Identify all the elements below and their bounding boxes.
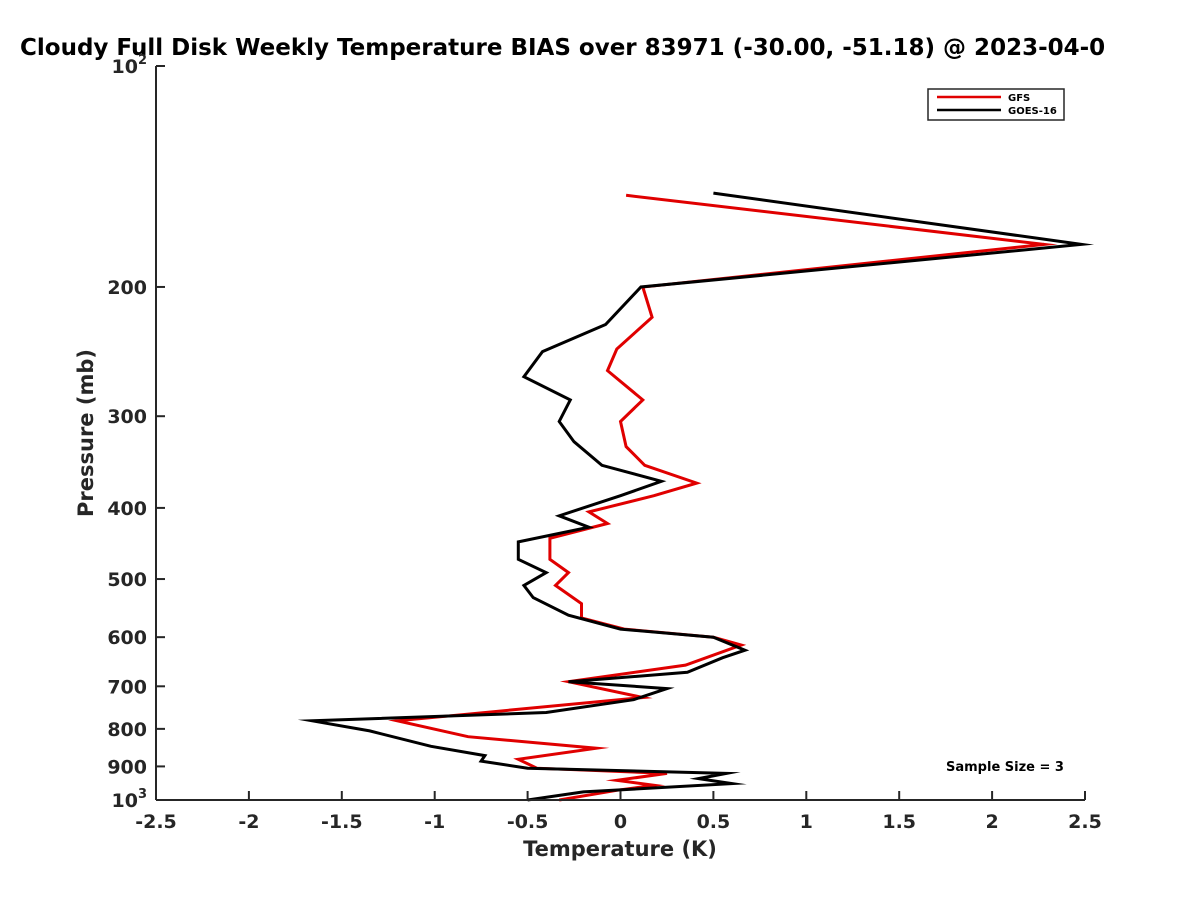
- y-tick-label: 300: [107, 406, 147, 428]
- x-tick-label: 1.5: [882, 811, 916, 833]
- x-tick-label: -2.5: [135, 811, 177, 833]
- x-tick-label: 2.5: [1068, 811, 1102, 833]
- x-axis-label: Temperature (K): [523, 837, 717, 861]
- x-tick-label: -1: [424, 811, 445, 833]
- x-tick-label: -0.5: [507, 811, 549, 833]
- x-tick-label: -2: [238, 811, 259, 833]
- series-line-goes16: [297, 191, 1095, 802]
- y-tick-label: 800: [107, 719, 147, 741]
- sample-size-annotation: Sample Size = 3: [946, 760, 1064, 775]
- x-tick-label: 1: [800, 811, 813, 833]
- y-tick-label: 400: [107, 498, 147, 520]
- y-tick-label: 900: [107, 756, 147, 778]
- y-tick-label: 600: [107, 627, 147, 649]
- x-tick-label: -1.5: [321, 811, 363, 833]
- y-tick-label: 103: [112, 787, 148, 812]
- y-tick-label: 102: [112, 53, 148, 78]
- y-tick-label: 700: [107, 676, 147, 698]
- x-tick-label: 2: [985, 811, 998, 833]
- legend-box: [927, 88, 1065, 121]
- x-tick-label: 0.5: [697, 811, 731, 833]
- x-ticks: -2.5 -2 -1.5 -1 -0.5 0 0.5 1 1.5 2 2.5: [135, 791, 1102, 833]
- y-tick-label: 500: [107, 569, 147, 591]
- y-ticks: 102 200 300 400 500 600 700 800 900 103: [107, 53, 165, 812]
- y-axis-label: Pressure (mb): [74, 349, 98, 517]
- legend-label-goes16: GOES-16: [1008, 106, 1057, 117]
- series-line-gfs: [387, 193, 1058, 802]
- chart-title: Cloudy Full Disk Weekly Temperature BIAS…: [20, 35, 1105, 61]
- series-layer: [297, 191, 1095, 802]
- x-tick-label: 0: [614, 811, 627, 833]
- legend: GFS GOES-16: [927, 88, 1065, 121]
- legend-label-gfs: GFS: [1008, 93, 1030, 104]
- y-tick-label: 200: [107, 277, 147, 299]
- axes: [155, 66, 1085, 801]
